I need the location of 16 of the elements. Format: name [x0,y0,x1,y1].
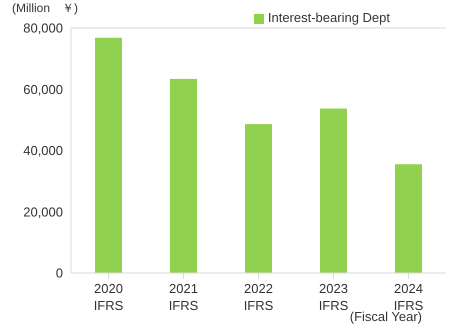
bar [170,78,197,273]
y-tick-label: 40,000 [23,143,63,158]
x-tick-label: 2023 IFRS [318,281,349,313]
y-tick-label: 80,000 [23,20,63,36]
bar [395,164,422,273]
bar [245,124,272,273]
x-tick-label: 2020 IFRS [94,281,124,313]
bar [95,38,122,273]
y-tick-label: 60,000 [23,82,63,97]
x-tick-label: 2022 IFRS [244,281,274,313]
x-tick-label: 2021 IFRS [168,281,199,313]
y-axis-title: (Million ￥) [12,0,78,17]
y-tick-label: 0 [56,266,63,281]
legend-label: Interest-bearing Dept [268,10,390,25]
y-tick-label: 20,000 [23,204,63,220]
bar [320,108,347,273]
